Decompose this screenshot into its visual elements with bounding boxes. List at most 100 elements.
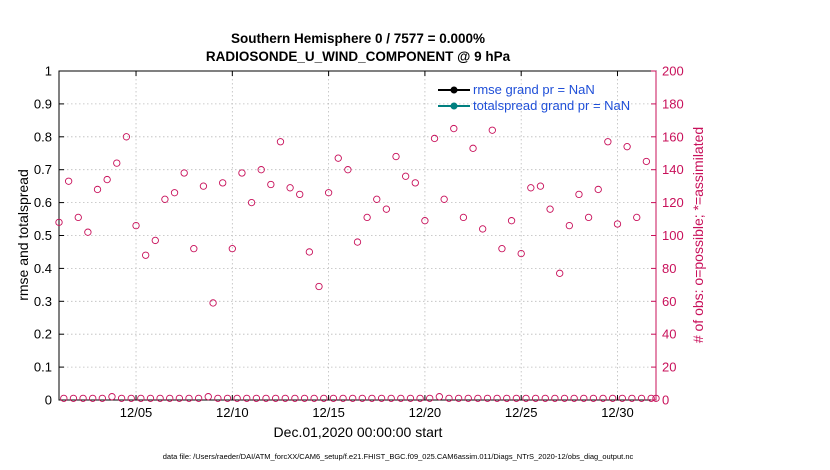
y-tick-label-right: 140 (662, 162, 684, 177)
obs-count-point (589, 394, 598, 403)
obs-count-point (599, 394, 607, 403)
y-tick-label-left: 0.6 (34, 195, 52, 210)
obs-count-point (233, 394, 241, 403)
y-tick-label-left: 0.5 (34, 228, 52, 243)
y-tick-label-left: 0 (45, 393, 52, 408)
y-axis-label-left: rmse and totalspread (15, 169, 31, 301)
obs-count-point (300, 394, 309, 403)
legend-rmse-label: rmse grand pr = NaN (473, 82, 595, 97)
obs-count-point (507, 217, 516, 225)
obs-count-point (503, 394, 511, 403)
obs-count-point (565, 221, 573, 230)
obs-count-point (286, 184, 294, 192)
obs-count-point (435, 393, 443, 401)
obs-count-point (498, 245, 506, 253)
obs-count-point (584, 213, 593, 222)
obs-count-point (98, 394, 106, 403)
obs-count-point (426, 394, 434, 403)
obs-count-point (517, 249, 525, 258)
obs-count-point (223, 394, 232, 403)
y-tick-label-left: 0.2 (34, 327, 52, 342)
obs-count-point (117, 394, 126, 403)
obs-count-point (556, 269, 564, 277)
obs-count-point (296, 190, 304, 199)
y-tick-label-left: 0.7 (34, 162, 52, 177)
obs-count-point (536, 182, 545, 190)
y-tick-label-left: 1 (45, 64, 52, 79)
obs-count-point (151, 236, 159, 245)
obs-count-point (166, 394, 174, 403)
chart-title: Southern Hemisphere 0 / 7577 = 0.000% (231, 31, 485, 46)
obs-count-point (459, 213, 468, 222)
obs-count-point (445, 394, 453, 403)
obs-count-point (79, 394, 87, 403)
obs-count-point (257, 166, 265, 174)
y-tick-label-right: 100 (662, 228, 684, 243)
obs-count-point (373, 195, 381, 203)
obs-count-point (204, 393, 212, 401)
obs-count-point (194, 394, 203, 403)
obs-count-point (243, 394, 251, 403)
obs-count-point (368, 394, 376, 403)
obs-count-point (267, 180, 275, 189)
obs-count-point (483, 394, 492, 403)
obs-count-point (324, 189, 333, 197)
obs-count-point (69, 394, 78, 403)
y-tick-label-left: 0.8 (34, 129, 52, 144)
obs-count-point (247, 198, 256, 207)
obs-count-point (103, 175, 111, 184)
obs-count-point (199, 182, 208, 190)
obs-count-point (493, 394, 501, 403)
obs-count-point (334, 154, 342, 162)
y-tick-label-right: 60 (662, 294, 676, 309)
obs-count-point (291, 394, 299, 403)
obs-count-point (594, 185, 602, 194)
obs-count-point (228, 245, 236, 253)
obs-count-point (560, 394, 569, 403)
data-file-footer: data file: /Users/raeder/DAI/ATM_forcXX/… (163, 452, 634, 461)
obs-count-point (132, 221, 140, 230)
obs-count-point (382, 205, 391, 213)
obs-count-point (170, 189, 179, 197)
obs-count-point (185, 394, 193, 403)
obs-count-point (156, 394, 164, 403)
obs-count-point (440, 195, 448, 203)
obs-count-point (315, 282, 323, 291)
obs-count-point (623, 143, 631, 151)
obs-count-point (272, 394, 280, 403)
obs-count-point (522, 394, 530, 403)
obs-count-point (142, 251, 150, 259)
obs-count-point (219, 179, 227, 187)
obs-count-point (570, 394, 578, 403)
obs-count-point (339, 394, 347, 403)
obs-count-point (113, 159, 121, 167)
obs-count-point (262, 394, 270, 403)
y-tick-label-left: 0.3 (34, 294, 52, 309)
obs-count-point (161, 195, 169, 203)
x-tick-label: 12/10 (216, 405, 249, 420)
obs-count-point (349, 394, 357, 403)
obs-count-point (329, 394, 338, 403)
obs-count-point (84, 228, 92, 236)
obs-count-point (541, 394, 549, 403)
obs-count-point (604, 138, 612, 146)
obs-count-point (469, 144, 477, 152)
obs-count-point (527, 184, 535, 192)
obs-count-point (238, 169, 246, 177)
y-tick-label-left: 0.9 (34, 96, 52, 111)
obs-count-point (146, 394, 155, 403)
obs-count-point (310, 394, 318, 403)
obs-count-point (450, 124, 458, 133)
axis-ticks: 12/05 12/10 12/15 12/20 12/25 12/30 0 0.1 0.2 0.3… (34, 64, 684, 421)
legend: rmse grand pr = NaN totalspread grand pr… (438, 82, 630, 113)
y-tick-label-right: 80 (662, 261, 676, 276)
obs-count-point (454, 394, 463, 403)
obs-count-point (137, 394, 145, 403)
obs-count-point (108, 393, 116, 401)
y-tick-label-right: 120 (662, 195, 684, 210)
x-axis-label: Dec.01,2020 00:00:00 start (274, 424, 443, 440)
obs-count-point (387, 394, 395, 403)
plot-frame (58, 70, 657, 401)
